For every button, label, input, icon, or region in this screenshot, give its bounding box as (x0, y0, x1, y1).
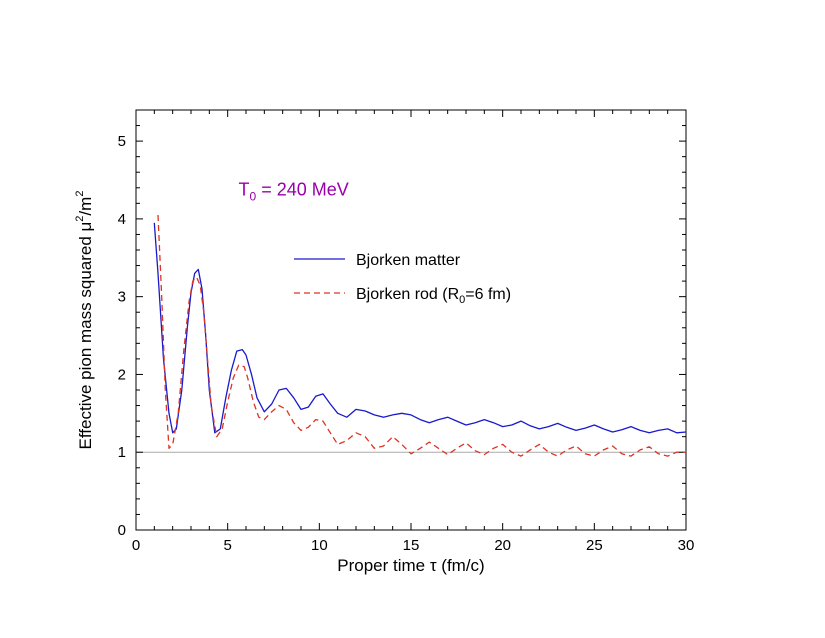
series-line-bjorken-rod (157, 214, 686, 457)
legend-label-bjorken-rod: Bjorken rod (R0=6 fm) (356, 286, 511, 306)
x-tick-label: 20 (494, 537, 511, 554)
plot-frame (135, 109, 687, 531)
temperature-annotation: T0 = 240 MeV (239, 180, 349, 204)
x-tick-label: 30 (678, 537, 695, 554)
x-axis-title: Proper time τ (fm/c) (337, 556, 484, 575)
x-tick-label: 5 (223, 537, 231, 554)
y-tick-label: 1 (118, 444, 126, 461)
x-tick-label: 10 (311, 537, 328, 554)
x-tick-label: 15 (403, 537, 420, 554)
x-tick-label: 0 (132, 537, 140, 554)
series-layer (153, 214, 687, 457)
y-tick-label: 5 (118, 133, 126, 150)
legend: Bjorken matter Bjorken rod (R0=6 fm) (294, 252, 511, 306)
y-axis-title: Effective pion mass squared μ2/m2 (74, 191, 95, 450)
y-tick-label: 3 (118, 289, 126, 306)
y-tick-label: 2 (118, 366, 126, 383)
axis-ticks: 0 5 10 15 20 25 30 0 1 2 3 4 5 (118, 109, 695, 554)
y-tick-label: 0 (118, 522, 126, 539)
y-tick-label: 4 (118, 211, 126, 228)
x-tick-label: 25 (586, 537, 603, 554)
legend-label-bjorken-matter: Bjorken matter (356, 252, 461, 269)
plot-area: 0 5 10 15 20 25 30 0 1 2 3 4 5 (118, 109, 695, 554)
